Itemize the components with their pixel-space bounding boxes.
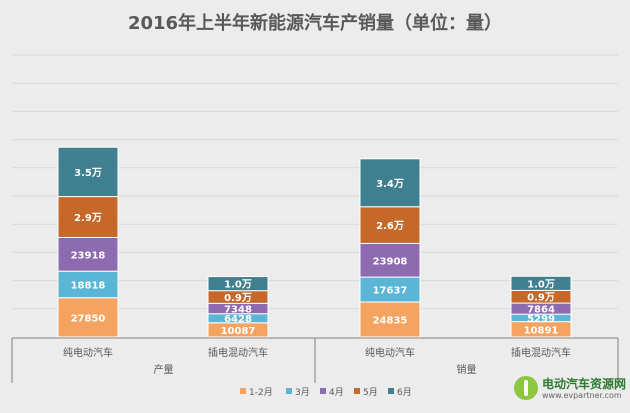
watermark: 电动汽车资源网 www.evpartner.com <box>514 374 626 404</box>
legend: 1-2月 3月 4月 5月 6月 <box>240 387 412 398</box>
legend-label: 4月 <box>329 387 344 398</box>
bar-segment <box>57 146 119 198</box>
group-label: 销量 <box>457 363 477 376</box>
category-label: 纯电动汽车 <box>63 346 113 359</box>
data-label: 2.6万 <box>376 220 404 232</box>
group-label: 产量 <box>154 363 174 376</box>
data-label: 3.4万 <box>376 178 404 190</box>
bar-segment <box>207 276 269 292</box>
bar-stacks: 2785018818239182.9万3.5万10087642873480.9万… <box>57 146 572 338</box>
legend-swatch <box>354 388 360 394</box>
category-label: 插电混动汽车 <box>511 346 571 359</box>
legend-label: 1-2月 <box>249 387 273 398</box>
legend-label: 3月 <box>295 387 310 398</box>
data-label: 1.0万 <box>527 278 555 290</box>
bar-segment <box>359 158 421 208</box>
bar-segment <box>57 196 119 238</box>
data-label: 2.9万 <box>74 212 102 224</box>
data-label: 23908 <box>373 256 408 267</box>
legend-swatch <box>388 388 394 394</box>
data-label: 27850 <box>71 313 106 324</box>
bar-segment <box>57 270 119 299</box>
data-label: 24835 <box>373 315 408 326</box>
data-label: 5299 <box>527 314 555 325</box>
bar-segment <box>510 275 572 291</box>
data-label: 7348 <box>224 305 252 316</box>
data-label: 18818 <box>71 280 106 291</box>
bar-segment <box>359 206 421 244</box>
data-label: 1.0万 <box>224 279 252 291</box>
category-label: 纯电动汽车 <box>365 346 415 359</box>
data-label: 10891 <box>524 325 559 336</box>
data-label: 3.5万 <box>74 167 102 179</box>
data-label: 0.9万 <box>527 292 555 304</box>
chart-title: 2016年上半年新能源汽车产销量（单位：量） <box>128 12 502 34</box>
legend-swatch <box>286 388 292 394</box>
bar-segment <box>57 236 119 272</box>
data-label: 6428 <box>224 314 252 325</box>
legend-swatch <box>320 388 326 394</box>
data-label: 23918 <box>71 250 106 261</box>
legend-label: 6月 <box>397 387 412 398</box>
data-label: 10087 <box>221 326 256 337</box>
legend-swatch <box>240 388 246 394</box>
data-label: 17637 <box>373 286 408 297</box>
watermark-logo-icon <box>514 376 538 400</box>
data-label: 7864 <box>527 305 555 316</box>
watermark-url: www.evpartner.com <box>542 391 622 400</box>
legend-label: 5月 <box>363 387 378 398</box>
category-label: 插电混动汽车 <box>208 346 268 359</box>
bar-segment <box>359 301 421 338</box>
data-label: 0.9万 <box>224 292 252 304</box>
watermark-name: 电动汽车资源网 <box>542 377 627 391</box>
bar-segment <box>359 242 421 278</box>
